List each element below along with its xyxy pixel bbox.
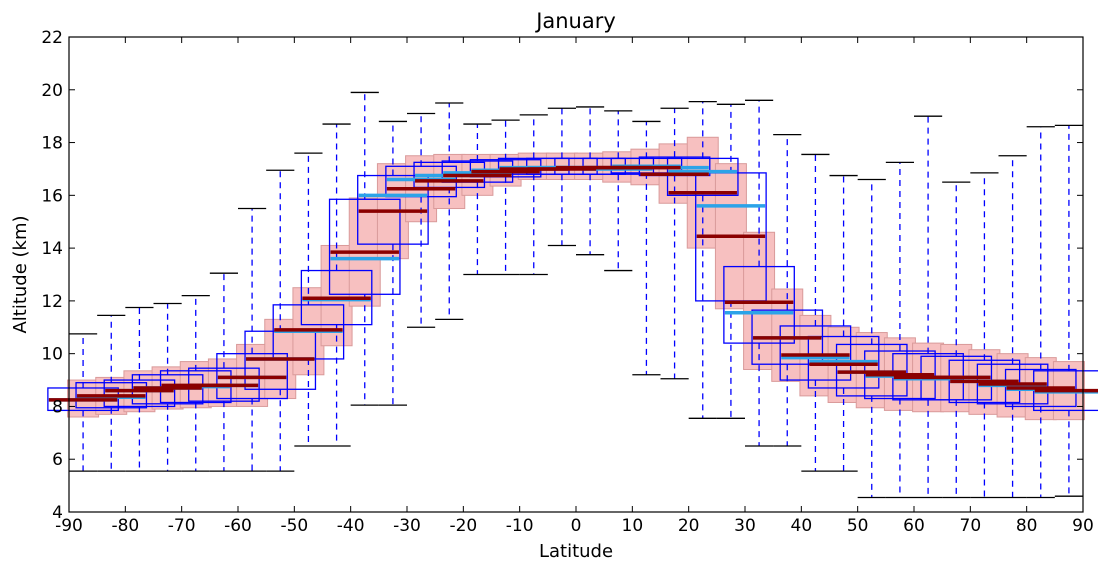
blue-box [723, 265, 795, 344]
blue-box [75, 382, 148, 409]
blue-box [103, 379, 176, 408]
blue-box [976, 363, 1049, 405]
x-tick-label: 60 [903, 516, 925, 536]
x-tick-label: 50 [847, 516, 869, 536]
x-tick-label: -60 [224, 516, 252, 536]
plot-area [47, 91, 1098, 499]
chart-title: January [534, 9, 616, 33]
axes: -90 -80 -70 -60 -50 -40 -30 -20 -10 0 10 20 30 40 50 60… [41, 28, 1093, 536]
y-tick-label: 22 [41, 28, 63, 48]
y-tick-label: 20 [41, 81, 63, 101]
x-tick-label: 0 [571, 516, 582, 536]
y-axis-label: Altitude (km) [10, 215, 31, 333]
y-tick-label: 18 [41, 134, 63, 154]
blue-box [807, 335, 880, 389]
y-tick-label: 10 [41, 345, 63, 365]
x-tick-label: 10 [622, 516, 644, 536]
x-tick-label: 80 [1016, 516, 1038, 536]
blue-box [666, 157, 739, 196]
x-tick-label: 20 [678, 516, 700, 536]
x-tick-label: -50 [280, 516, 308, 536]
y-tick-label: 8 [52, 397, 63, 417]
x-tick-label: 30 [734, 516, 756, 536]
blue-box [1004, 368, 1077, 408]
y-tick-label: 14 [41, 239, 63, 259]
x-tick-label: -20 [449, 516, 477, 536]
blue-box [47, 387, 119, 412]
blue-box [300, 269, 373, 326]
blue-box [751, 309, 824, 365]
y-tick-label: 4 [52, 503, 63, 523]
x-tick-label: 40 [791, 516, 813, 536]
x-tick-label: 70 [960, 516, 982, 536]
y-tick-label: 6 [52, 450, 63, 470]
x-tick-label: -10 [506, 516, 534, 536]
pink-box [855, 332, 888, 409]
blue-box [216, 353, 288, 400]
x-tick-label: -70 [168, 516, 196, 536]
blue-box [948, 359, 1021, 404]
x-tick-label: 90 [1072, 516, 1094, 536]
blue-box [779, 325, 852, 381]
y-tick-label: 12 [41, 292, 63, 312]
blue-box [357, 174, 429, 245]
x-tick-label: -30 [393, 516, 421, 536]
y-tick-label: 16 [41, 186, 63, 206]
blue-box [864, 350, 936, 400]
x-axis-label: Latitude [539, 541, 613, 562]
x-tick-label: -90 [55, 516, 83, 536]
x-tick-label: -40 [337, 516, 365, 536]
pink-box [236, 343, 269, 407]
x-tick-label: -80 [111, 516, 139, 536]
blue-box [328, 198, 401, 295]
blue-box [835, 343, 908, 397]
